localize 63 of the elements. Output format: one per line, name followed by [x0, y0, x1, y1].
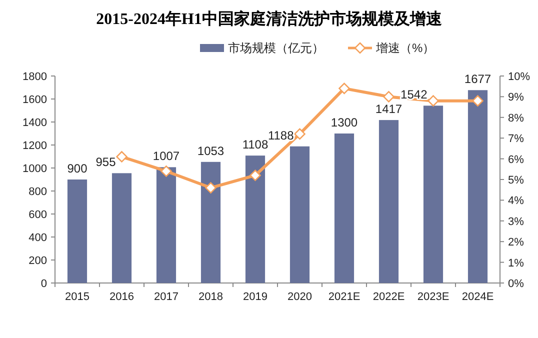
bar: [112, 173, 132, 283]
y2-tick-label: 7%: [508, 133, 524, 146]
y2-tick-label: 4%: [508, 195, 524, 208]
text: 1007: [152, 149, 180, 164]
y-tick-label: 1200: [22, 140, 47, 152]
x-tick-label: 2024E: [462, 291, 494, 303]
y2-tick-label: 6%: [508, 154, 524, 166]
x-tick-label: 2019: [243, 291, 268, 303]
text: 1053: [197, 144, 224, 158]
x-tick-label: 2021E: [328, 291, 360, 303]
text: 900: [67, 162, 88, 176]
y2-tick-label: 5%: [508, 174, 524, 186]
bar: [468, 90, 488, 283]
y-tick-label: 400: [28, 232, 47, 244]
bar: [200, 162, 221, 283]
y-tick-label: 1400: [22, 117, 47, 129]
x-tick-label: 2016: [110, 291, 134, 303]
y-tick-label: 800: [28, 186, 47, 198]
x-tick-label: 2020: [288, 291, 312, 303]
text: 1300: [330, 116, 358, 130]
x-tick-label: 2018: [198, 291, 223, 303]
y2-tick-label: 0%: [508, 278, 524, 290]
point: [160, 166, 172, 177]
point: [428, 95, 439, 106]
point: [205, 182, 216, 194]
y-tick-label: 200: [28, 255, 47, 267]
bar: [67, 180, 88, 283]
point: [250, 170, 261, 182]
y2-tick-label: 9%: [508, 92, 524, 104]
y-tick-label: 600: [28, 209, 47, 221]
y-tick-label: 1600: [22, 94, 47, 106]
text: 1188: [268, 128, 294, 142]
y-tick-label: 0: [40, 278, 47, 290]
point: [383, 91, 394, 102]
bar: [290, 146, 310, 283]
chart-title: 2015-2024年H1中国家庭清洁洗护市场规模及增速: [96, 9, 443, 28]
x-tick-label: 2017: [154, 291, 178, 303]
y2-tick-label: 10%: [508, 71, 530, 83]
bar: [245, 156, 266, 283]
legend-label: 增速（%）: [375, 41, 435, 55]
y2-tick-label: 8%: [508, 112, 524, 124]
point: [472, 95, 484, 106]
x-tick-label: 2015: [65, 291, 90, 303]
point: [338, 82, 350, 94]
text: 955: [96, 155, 116, 170]
y2-tick-label: 2%: [508, 236, 524, 249]
y2-tick-label: 1%: [508, 257, 524, 270]
point: [116, 151, 128, 162]
text: 1108: [242, 138, 268, 152]
text: 1677: [464, 72, 492, 86]
y2-tick-label: 3%: [508, 216, 524, 228]
point: [294, 128, 306, 140]
text: 1542: [400, 88, 428, 102]
text: 1417: [375, 102, 402, 116]
y-tick-label: 1800: [22, 71, 47, 83]
bar: [334, 134, 354, 283]
bar: [378, 120, 399, 283]
x-tick-label: 2022E: [372, 291, 405, 303]
legend-label: 市场规模（亿元）: [228, 41, 324, 55]
y-tick-label: 1000: [22, 163, 47, 175]
bar: [156, 167, 176, 283]
x-tick-label: 2023E: [417, 291, 450, 303]
bar: [423, 106, 444, 283]
